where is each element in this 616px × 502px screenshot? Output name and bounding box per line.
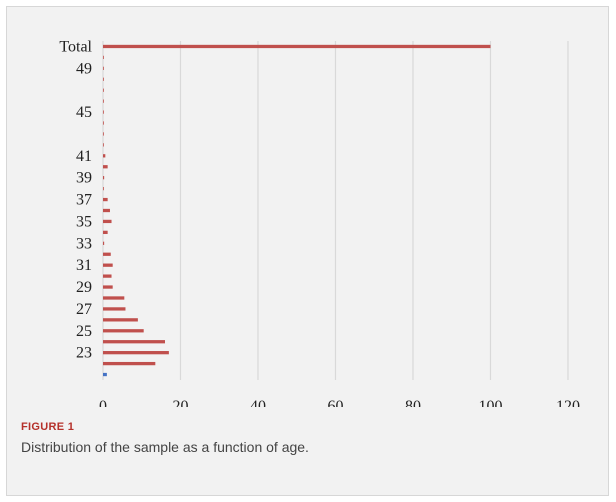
bar-48-series-2 bbox=[103, 77, 104, 81]
x-tick-label-100: 100 bbox=[479, 398, 503, 407]
bar-49-series-2 bbox=[103, 66, 104, 70]
y-tick-label-27: 27 bbox=[76, 301, 92, 318]
bar-45-series-2 bbox=[103, 110, 104, 114]
bar-35-series-2 bbox=[103, 219, 112, 224]
bar-46-series-2 bbox=[103, 99, 104, 103]
bar-50-series-2 bbox=[103, 55, 104, 60]
y-tick-label-35: 35 bbox=[76, 213, 92, 230]
bar-25-series-2 bbox=[103, 329, 144, 333]
y-tick-label-41: 41 bbox=[76, 148, 92, 165]
x-tick-label-60: 60 bbox=[328, 398, 344, 407]
bar-40-series-2 bbox=[103, 165, 108, 169]
figure-caption: Distribution of the sample as a function… bbox=[21, 439, 309, 455]
x-tick-label-120: 120 bbox=[556, 398, 580, 407]
x-tick-label-80: 80 bbox=[405, 398, 421, 407]
age-distribution-chart: Total 49 45 41 39 37 35 33 31 29 27 25 23 0 20 40 60 80 10… bbox=[59, 38, 580, 407]
bar-41-series-2 bbox=[103, 154, 106, 158]
y-tick-label-23: 23 bbox=[76, 345, 92, 362]
bar-28-series-2 bbox=[103, 296, 125, 300]
bar-47-series-2 bbox=[103, 88, 104, 92]
bar-22-series-2 bbox=[103, 361, 156, 366]
x-tick-label-0: 0 bbox=[99, 398, 107, 407]
bar-31-series-2 bbox=[103, 263, 113, 267]
bar-37-series-2 bbox=[103, 197, 108, 202]
figure-panel: Total 49 45 41 39 37 35 33 31 29 27 25 23 0 20 40 60 80 10… bbox=[6, 6, 609, 496]
y-tick-label-29: 29 bbox=[76, 279, 92, 296]
bar-Total-series-2 bbox=[103, 44, 491, 49]
bar-44-series-2 bbox=[103, 121, 104, 125]
y-tick-label-31: 31 bbox=[76, 257, 92, 274]
bar-33-series-2 bbox=[103, 241, 105, 245]
bar-26-series-2 bbox=[103, 318, 138, 322]
y-tick-label-49: 49 bbox=[76, 60, 92, 77]
bar-23-series-2 bbox=[103, 351, 169, 355]
y-tick-label-25: 25 bbox=[76, 323, 92, 340]
bar-27-series-2 bbox=[103, 307, 126, 311]
bar-38-series-2 bbox=[103, 186, 104, 191]
bar-29-series-2 bbox=[103, 285, 113, 289]
bar-30-series-2 bbox=[103, 274, 112, 278]
y-tick-label-45: 45 bbox=[76, 104, 92, 121]
bar-36-series-2 bbox=[103, 208, 110, 213]
y-tick-label-39: 39 bbox=[76, 170, 92, 187]
y-tick-label-Total: Total bbox=[59, 38, 92, 55]
bar-unlabeled-series-1 bbox=[103, 372, 107, 377]
figure-label: FIGURE 1 bbox=[21, 421, 75, 433]
bar-24-series-2 bbox=[103, 340, 165, 344]
x-tick-label-20: 20 bbox=[173, 398, 189, 407]
y-tick-label-33: 33 bbox=[76, 235, 92, 252]
y-tick-label-37: 37 bbox=[76, 192, 92, 209]
bar-32-series-2 bbox=[103, 252, 111, 256]
bar-42-series-2 bbox=[103, 143, 104, 147]
x-tick-label-40: 40 bbox=[250, 398, 266, 407]
bar-39-series-2 bbox=[103, 176, 105, 180]
bar-43-series-2 bbox=[103, 132, 104, 136]
bar-34-series-2 bbox=[103, 230, 108, 235]
